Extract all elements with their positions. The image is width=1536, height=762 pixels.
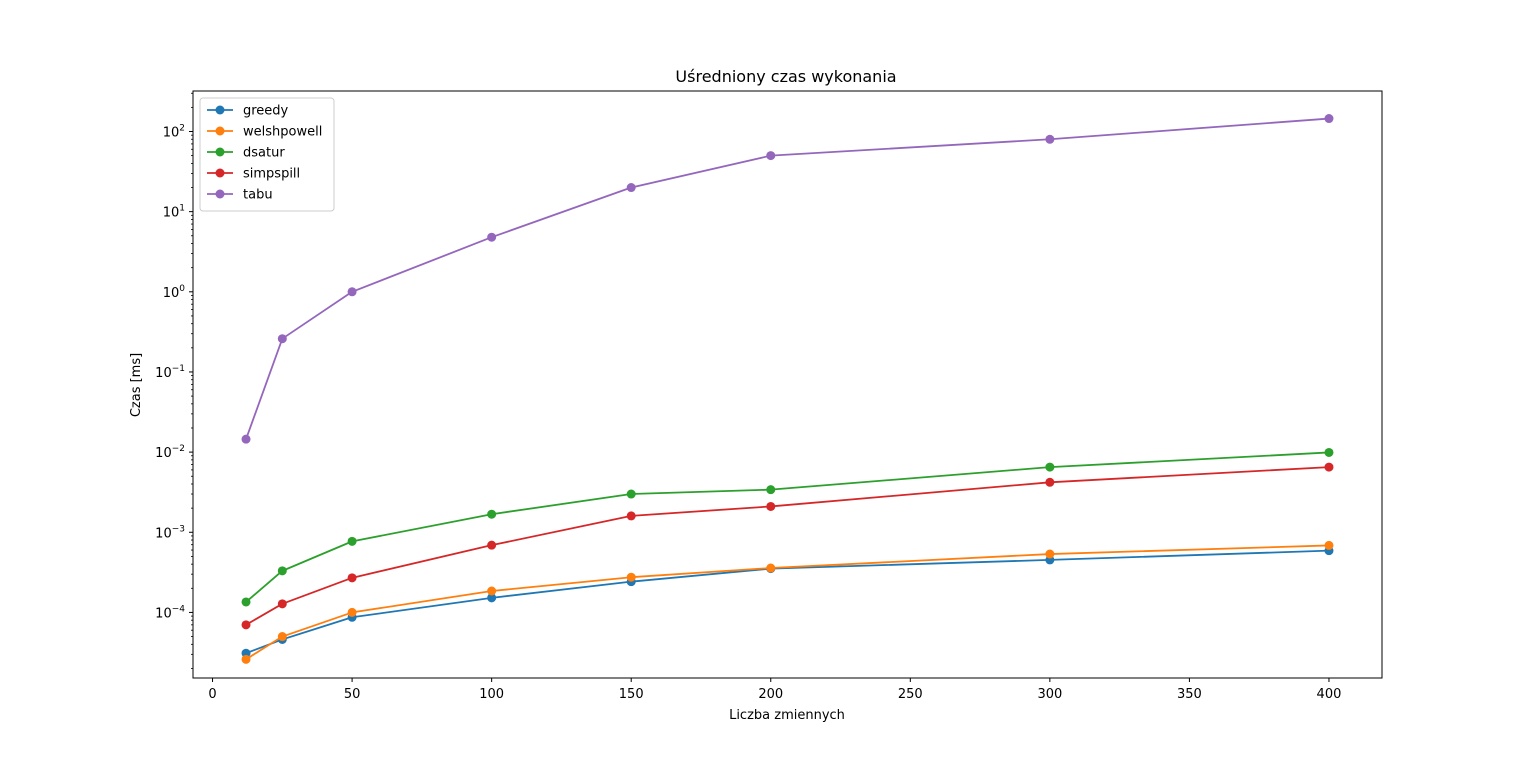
- plot-area: [193, 91, 1382, 678]
- y-tick-exponent: −1: [172, 364, 185, 374]
- legend: greedy welshpowell dsatur simpspill tabu: [200, 98, 334, 211]
- data-point-dsatur: [487, 510, 496, 519]
- data-point-welshpowell: [766, 564, 775, 573]
- legend-label: welshpowell: [243, 125, 322, 140]
- y-axis-label: Czas [ms]: [129, 353, 144, 417]
- x-tick-label: 200: [758, 687, 783, 702]
- x-tick-label: 50: [344, 687, 361, 702]
- y-tick-base: 10: [155, 526, 172, 541]
- data-point-simpspill: [766, 502, 775, 511]
- data-point-tabu: [278, 334, 287, 343]
- x-tick-label: 100: [479, 687, 504, 702]
- data-point-welshpowell: [487, 587, 496, 596]
- legend-marker-simpspill: [216, 169, 225, 178]
- data-point-welshpowell: [1324, 541, 1333, 550]
- y-tick-base: 10: [163, 286, 180, 301]
- legend-label: dsatur: [243, 146, 285, 161]
- data-point-simpspill: [487, 541, 496, 550]
- y-tick-exponent: −4: [172, 604, 186, 614]
- x-axis-label: Liczba zmiennych: [729, 708, 845, 723]
- data-point-dsatur: [627, 490, 636, 499]
- data-point-welshpowell: [1045, 550, 1054, 559]
- data-point-tabu: [1045, 135, 1054, 144]
- x-tick-label: 300: [1037, 687, 1062, 702]
- legend-marker-dsatur: [216, 148, 225, 157]
- y-tick-exponent: 1: [179, 204, 185, 214]
- y-tick-exponent: −2: [172, 444, 185, 454]
- y-tick-exponent: 0: [179, 284, 185, 294]
- x-tick-label: 150: [619, 687, 644, 702]
- legend-marker-tabu: [216, 190, 225, 199]
- legend-marker-welshpowell: [216, 127, 225, 136]
- chart-title: Uśredniony czas wykonania: [675, 67, 896, 86]
- x-tick-label: 250: [898, 687, 923, 702]
- legend-marker-greedy: [216, 106, 225, 115]
- plot-background: [193, 91, 1382, 678]
- legend-label: simpspill: [243, 167, 300, 182]
- data-point-welshpowell: [278, 632, 287, 641]
- y-tick-base: 10: [163, 125, 180, 140]
- data-point-simpspill: [278, 599, 287, 608]
- y-tick-base: 10: [155, 606, 172, 621]
- x-tick-label: 400: [1317, 687, 1342, 702]
- legend-label: tabu: [243, 188, 273, 203]
- data-point-tabu: [1324, 114, 1333, 123]
- data-point-simpspill: [627, 511, 636, 520]
- x-tick-label: 350: [1177, 687, 1202, 702]
- data-point-welshpowell: [242, 655, 251, 664]
- y-tick-base: 10: [155, 446, 172, 461]
- data-point-tabu: [348, 287, 357, 296]
- data-point-simpspill: [1045, 478, 1054, 487]
- data-point-tabu: [766, 151, 775, 160]
- data-point-simpspill: [1324, 463, 1333, 472]
- y-tick-exponent: −3: [172, 524, 185, 534]
- data-point-welshpowell: [627, 573, 636, 582]
- data-point-dsatur: [1324, 448, 1333, 457]
- data-point-simpspill: [242, 620, 251, 629]
- data-point-tabu: [242, 435, 251, 444]
- legend-label: greedy: [243, 104, 289, 119]
- data-point-dsatur: [278, 566, 287, 575]
- x-tick-label: 0: [208, 687, 216, 702]
- y-tick-exponent: 2: [179, 123, 185, 133]
- y-tick-base: 10: [155, 366, 172, 381]
- data-point-dsatur: [348, 537, 357, 546]
- data-point-welshpowell: [348, 608, 357, 617]
- data-point-dsatur: [1045, 463, 1054, 472]
- data-point-simpspill: [348, 573, 357, 582]
- data-point-dsatur: [766, 485, 775, 494]
- data-point-dsatur: [242, 597, 251, 606]
- data-point-tabu: [487, 233, 496, 242]
- y-tick-base: 10: [163, 206, 180, 221]
- data-point-tabu: [627, 183, 636, 192]
